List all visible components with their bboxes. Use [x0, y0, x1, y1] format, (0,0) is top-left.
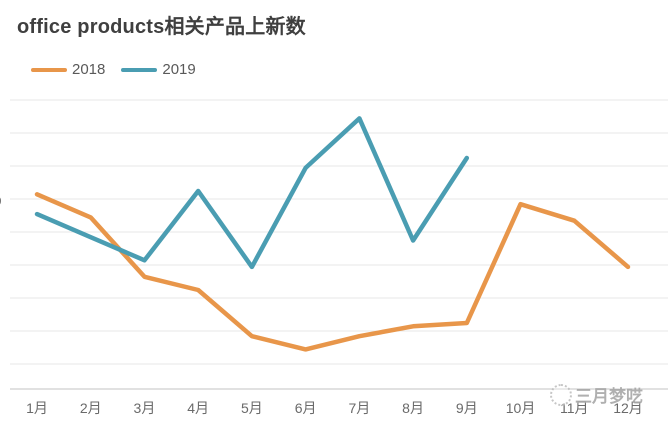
y-axis-partial-label: 0 — [0, 193, 1, 210]
series-line-2018 — [34, 192, 631, 352]
legend: 2018 2019 — [31, 61, 196, 78]
x-axis-label-12: 12月 — [613, 400, 643, 416]
x-axis-label-6: 6月 — [294, 400, 317, 416]
legend-swatch-2018 — [31, 67, 67, 72]
x-axis-label-9: 9月 — [455, 400, 478, 416]
x-axis-label-7: 7月 — [348, 400, 371, 416]
watermark-avatar-icon — [550, 383, 572, 406]
x-axis-label-4: 4月 — [187, 400, 210, 416]
legend-item-2019: 2019 — [121, 61, 196, 78]
watermark: 三月梦呓 — [550, 382, 643, 407]
watermark-text: 三月梦呓 — [575, 387, 643, 406]
series-line-2019 — [34, 116, 470, 270]
x-axis-label-1: 1月 — [26, 400, 48, 416]
x-axis-label-10: 10月 — [505, 400, 536, 416]
legend-label-2019: 2019 — [162, 61, 196, 78]
legend-item-2018: 2018 — [31, 61, 105, 78]
x-axis-label-2: 2月 — [79, 400, 102, 416]
chart-title: office products相关产品上新数 — [17, 16, 306, 38]
x-axis-label-8: 8月 — [402, 400, 424, 416]
legend-label-2018: 2018 — [72, 61, 106, 78]
x-axis-label-5: 5月 — [241, 400, 263, 416]
legend-swatch-2019 — [121, 67, 158, 72]
x-axis: 1月 2月 3月 4月 5月 6月 7月 8月 9月 10月 11月 12月 — [0, 398, 668, 416]
x-axis-label-3: 3月 — [133, 400, 156, 416]
